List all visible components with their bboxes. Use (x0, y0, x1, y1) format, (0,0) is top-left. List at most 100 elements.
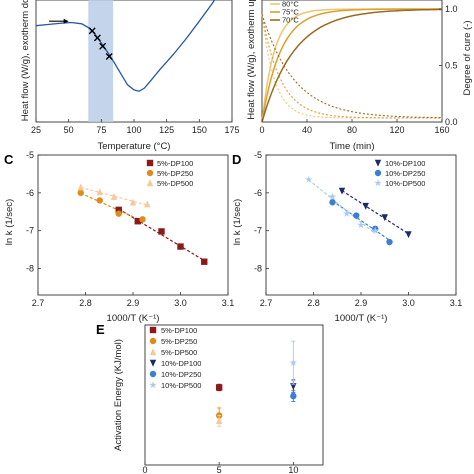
panel-c-ytick-label: -8 (26, 264, 34, 274)
panel-a-dsc-chart: 25 50 75 100 125 150 175 Temperature (°C) Heat… (20, 0, 240, 152)
panel-b-heat-flow-line-0 (261, 14, 442, 119)
panel-e-legend-marker (149, 359, 157, 367)
panel-c-ytick-label: -5 (26, 150, 34, 160)
panel-c-xtick-label: 3.1 (222, 298, 235, 308)
panel-c-legend-marker (146, 159, 154, 167)
panel-c-data-point-0 (158, 228, 165, 235)
panel-d-xtick-label: 2.8 (307, 298, 320, 308)
panel-d-legend-label: 10%-DP250 (385, 169, 425, 178)
panel-a-xtick-label: 100 (126, 125, 141, 135)
panel-c-data-point-2 (129, 198, 137, 206)
panel-a-xtick-label: 75 (96, 125, 106, 135)
panel-c-legend-marker (146, 169, 154, 177)
panel-b-legend-label: 75°C (282, 8, 299, 17)
panel-d-fit-line-0 (341, 190, 409, 235)
panel-a-cross-stroke (105, 53, 113, 61)
panel-a-frame (35, 0, 233, 123)
panel-a-xlabel: Temperature (°C) (98, 141, 171, 152)
panel-c-data-point-0 (134, 218, 141, 225)
panel-c-data-point-0 (177, 243, 184, 250)
panel-c-data-point-2 (96, 188, 103, 196)
panel-c-data-point-1 (96, 197, 103, 204)
panel-a-xtick-label: 150 (192, 125, 207, 135)
panel-b-xtick-label: 80 (347, 125, 357, 135)
panel-e-data-point-2 (215, 417, 223, 425)
panel-d-data-point-1 (386, 238, 393, 246)
panel-b-ylabel-left: Heat flow (W/g), exotherm up (246, 0, 257, 120)
panel-a-highlight-band (88, 0, 114, 122)
panel-a-cross-stroke (93, 34, 101, 42)
panel-d-xtick-label: 2.7 (260, 298, 273, 308)
panel-b-xtick-label: 40 (302, 125, 312, 135)
panel-a-heat-flow-line (35, 0, 216, 92)
panel-d-ylabel: ln k (1/sec) (232, 199, 243, 245)
panel-d-data-point-2 (342, 209, 351, 217)
panel-e-ylabel: Activation Energy (KJ/mol) (113, 339, 124, 451)
panel-c-data-point-1 (77, 189, 84, 197)
panel-d-xtick-label: 3.0 (402, 298, 415, 308)
panel-a-cross-marker (99, 42, 107, 50)
panel-e-xtick-label: 5 (217, 465, 222, 474)
panel-d-ytick-label: -7 (254, 226, 262, 236)
panel-e-data-point-3 (290, 383, 297, 391)
panel-c-legend-marker (146, 179, 154, 187)
panel-e-legend-label: 5%-DP100 (161, 326, 197, 335)
panel-b-cure-line-0 (261, 8, 442, 123)
panel-e-legend-label: 10%-DP250 (161, 370, 201, 379)
panel-c-data-point-1 (115, 210, 122, 217)
panel-c-xtick-label: 2.9 (127, 298, 140, 308)
panel-d-data-point-0 (362, 202, 369, 210)
panel-c-xtick-label: 2.8 (79, 298, 92, 308)
panel-d-xtick-label: 2.9 (355, 298, 368, 308)
panel-d-data-point-1 (353, 212, 360, 219)
panel-d-data-point-2 (371, 226, 380, 234)
panel-d-fit-line-1 (332, 200, 390, 241)
panel-c-data-point-0 (115, 206, 122, 214)
panel-b-heat-flow-line-2 (261, 14, 442, 119)
panel-e-legend-label: 5%-DP500 (161, 348, 197, 357)
panel-c-xtick-label: 2.7 (32, 298, 45, 308)
panel-e-xtick-label: 10 (288, 465, 298, 474)
panel-a-cross-marker (88, 27, 96, 35)
panel-e-letter: E (96, 322, 105, 337)
panel-e-frame (144, 324, 324, 466)
panel-b-heat-flow-line-1 (261, 14, 442, 119)
panel-d-data-point-0 (405, 231, 412, 239)
panel-c-frame (37, 154, 229, 296)
panel-a-direction-arrow-head (63, 18, 69, 24)
panel-e-legend-marker (149, 326, 157, 334)
panel-c-fit-line-2 (80, 186, 148, 206)
panel-a-xtick-label: 50 (64, 125, 74, 135)
panel-a-xtick-label: 175 (224, 125, 239, 135)
panel-c-ylabel: ln k (1/sec) (4, 199, 15, 245)
panel-b-xlabel: Time (min) (329, 141, 374, 152)
panel-d-ytick-label: -5 (254, 150, 262, 160)
panel-e-legend-marker (149, 381, 157, 389)
panel-a-xtick-label: 125 (159, 125, 174, 135)
panel-b-xtick-label: 160 (434, 125, 449, 135)
panel-d-legend-marker (374, 169, 382, 177)
panel-e-legend-label: 5%-DP250 (161, 337, 197, 346)
panel-e-legend-label: 10%-DP100 (161, 359, 201, 368)
panel-a-xtick-label: 25 (31, 125, 41, 135)
panel-e-data-point-4 (290, 392, 297, 400)
panel-c-legend-label: 5%-DP500 (157, 179, 193, 188)
panel-c-data-point-1 (139, 216, 146, 223)
panel-c-ytick-label: -7 (26, 226, 34, 236)
panel-d-ytick-label: -6 (254, 188, 262, 198)
panel-b-xtick-label: 0 (259, 125, 264, 135)
panel-c-data-point-0 (201, 258, 208, 265)
panel-b-legend-label: 80°C (282, 0, 299, 9)
panel-d-data-point-0 (381, 214, 388, 222)
panel-e-data-point-5 (289, 358, 298, 366)
panel-c-data-point-2 (110, 192, 118, 200)
panel-c-data-point-2 (77, 183, 84, 191)
panel-c-xtick-label: 3.0 (174, 298, 187, 308)
panel-d-fit-line-2 (308, 179, 376, 235)
panel-b-cure-line-2 (261, 8, 442, 123)
panel-a-cross-stroke (99, 42, 107, 50)
panel-a-cross-stroke (88, 27, 96, 35)
panel-d-legend-label: 10%-DP100 (385, 159, 425, 168)
